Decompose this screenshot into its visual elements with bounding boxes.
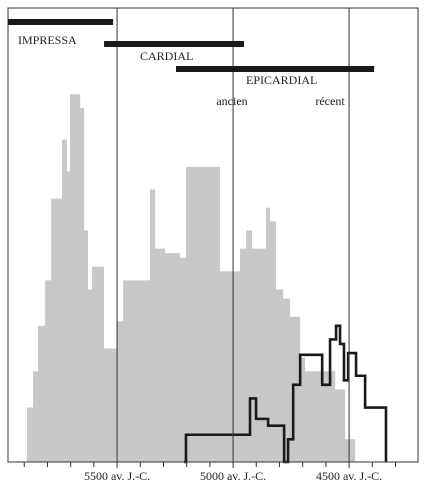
phase-label: EPICARDIAL xyxy=(246,73,317,87)
phase-bar xyxy=(8,19,114,25)
x-tick-label: 5500 av. J.-C. xyxy=(84,469,150,483)
phase-bar xyxy=(175,66,375,72)
phase-label: CARDIAL xyxy=(140,49,193,63)
phase-bar xyxy=(104,41,244,47)
line xyxy=(184,324,388,464)
area xyxy=(27,94,356,462)
x-tick-label: 5000 av. J.-C. xyxy=(200,469,266,483)
plot-frame xyxy=(7,7,419,463)
subphase-label: ancien xyxy=(216,94,247,108)
phase-label: IMPRESSA xyxy=(18,33,77,47)
subphase-label: récent xyxy=(315,94,345,108)
x-tick-label: 4500 av. J.-C. xyxy=(316,469,382,483)
